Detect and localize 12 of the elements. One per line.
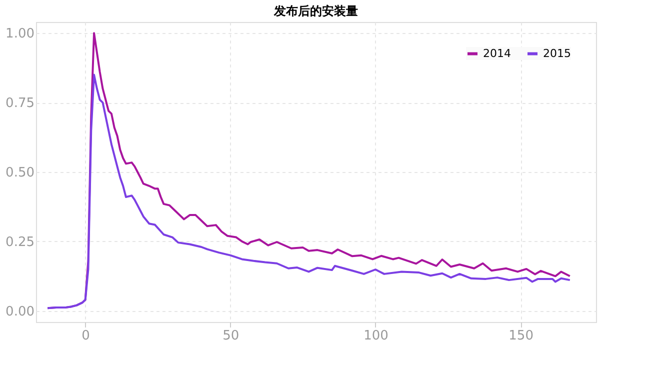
x-tick-label: 50	[222, 328, 240, 344]
y-tick-label: 1.00	[6, 26, 34, 42]
x-tick-label: 100	[364, 328, 388, 344]
y-tick-label: 0.25	[6, 234, 34, 250]
y-tick-label: 0.75	[6, 96, 34, 112]
legend-label: 2015	[543, 46, 571, 60]
chart-title: 发布后的安装量	[273, 4, 358, 18]
x-tick-label: 0	[82, 328, 90, 344]
y-tick-label: 0.50	[6, 166, 34, 180]
y-tick-label: 0.00	[6, 304, 34, 320]
legend-label: 2014	[483, 46, 511, 60]
x-tick-label: 150	[508, 328, 534, 344]
